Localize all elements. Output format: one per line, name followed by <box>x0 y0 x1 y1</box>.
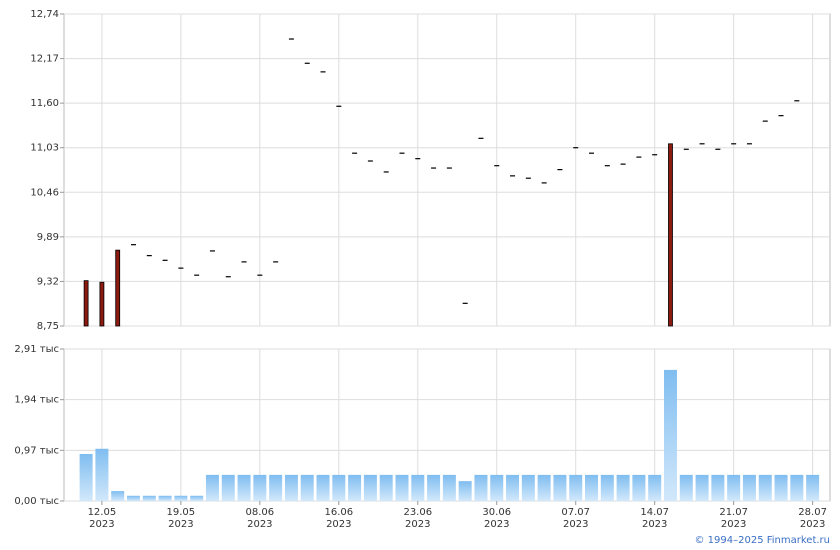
plot-area <box>63 13 831 327</box>
y-tick-label: 1,94 тыс <box>14 395 59 406</box>
x-tick-label: 07.07 2023 <box>561 507 591 530</box>
volume-bar <box>79 453 93 501</box>
y-tick-label: 9,89 <box>37 232 59 243</box>
volume-bar <box>537 474 551 501</box>
volume-bar <box>711 474 725 501</box>
volume-bar <box>174 495 188 501</box>
y-tick-label: 0,97 тыс <box>14 445 59 456</box>
x-tick-label: 30.06 2023 <box>482 507 512 530</box>
credit[interactable]: © 1994–2025 Finmarket.ru <box>694 535 830 546</box>
volume-bar <box>790 474 804 501</box>
volume-bar <box>727 474 741 501</box>
x-tick-label: 28.07 2023 <box>798 507 827 530</box>
y-tick-label: 9,32 <box>37 276 59 287</box>
volume-bar <box>348 474 362 501</box>
x-tick-label: 19.05 2023 <box>166 507 196 530</box>
volume-bar <box>585 474 599 501</box>
candle <box>668 143 673 327</box>
x-tick-label: 08.06 2023 <box>245 507 275 530</box>
volume-bar <box>506 474 520 501</box>
volume-bar <box>600 474 614 501</box>
volume-bar <box>806 474 820 501</box>
x-tick-label: 14.07 2023 <box>640 507 669 530</box>
x-tick-label: 16.06 2023 <box>324 507 354 530</box>
volume-bar <box>569 474 583 501</box>
volume-bar <box>679 474 693 501</box>
volume-bar <box>316 474 330 501</box>
volume-bar <box>363 474 377 501</box>
x-tick-label: 23.06 2023 <box>403 507 433 530</box>
volume-bar <box>158 495 172 501</box>
volume-bar <box>190 495 204 501</box>
volume-bar <box>300 474 314 501</box>
volume-bar <box>521 474 535 501</box>
y-tick-label: 2,91 тыс <box>14 344 59 355</box>
y-tick-label: 11,03 <box>30 143 59 154</box>
candle <box>99 281 105 327</box>
volume-bar <box>490 474 504 501</box>
volume-bar <box>269 474 283 501</box>
volume-bar <box>427 474 441 501</box>
candle <box>83 280 89 327</box>
volume-bar <box>395 474 409 501</box>
candle <box>115 249 121 327</box>
volume-bar <box>553 474 567 501</box>
volume-bar <box>648 474 662 501</box>
volume-bar <box>221 474 235 501</box>
volume-bar <box>742 474 756 501</box>
volume-bar <box>458 481 472 501</box>
y-tick-label: 0,00 тыс <box>14 496 59 507</box>
volume-bar <box>126 495 140 501</box>
volume-bar <box>442 474 456 501</box>
volume-bar <box>95 448 109 501</box>
volume-bar <box>379 474 393 501</box>
y-tick-label: 11,60 <box>30 98 59 109</box>
y-tick-label: 12,74 <box>30 9 59 20</box>
volume-bar <box>111 491 125 501</box>
volume-bar <box>237 474 251 501</box>
volume-bar <box>142 495 156 501</box>
volume-bar <box>474 474 488 501</box>
y-tick-label: 10,46 <box>30 187 59 198</box>
volume-bar <box>758 474 772 501</box>
volume-bar <box>695 474 709 501</box>
volume-bar <box>284 474 298 501</box>
y-tick-label: 8,75 <box>37 321 59 332</box>
volume-bar <box>332 474 346 501</box>
volume-bar <box>411 474 425 501</box>
x-tick-label: 21.07 2023 <box>719 507 748 530</box>
x-tick-label: 12.05 2023 <box>87 507 117 530</box>
volume-bar <box>663 369 677 501</box>
volume-bar <box>253 474 267 501</box>
y-tick-label: 12,17 <box>30 54 59 65</box>
volume-bar <box>205 474 219 501</box>
volume-bar <box>632 474 646 501</box>
volume-bar <box>616 474 630 501</box>
volume-bar <box>774 474 788 501</box>
